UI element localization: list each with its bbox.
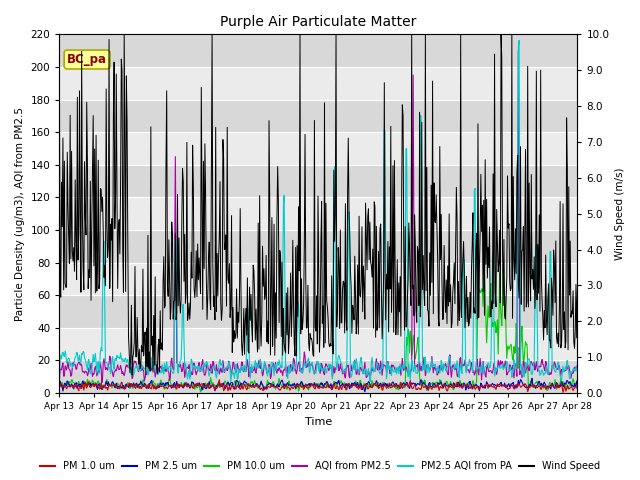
Bar <box>60 328 577 360</box>
Bar <box>60 67 577 99</box>
Bar <box>60 165 577 197</box>
Bar <box>60 99 577 132</box>
Legend: PM 1.0 um, PM 2.5 um, PM 10.0 um, AQI from PM2.5, PM2.5 AQI from PA, Wind Speed: PM 1.0 um, PM 2.5 um, PM 10.0 um, AQI fr… <box>36 457 604 475</box>
Y-axis label: Wind Speed (m/s): Wind Speed (m/s) <box>615 168 625 260</box>
Bar <box>60 35 577 67</box>
Bar <box>60 263 577 295</box>
Bar <box>60 360 577 393</box>
Bar <box>60 197 577 230</box>
Bar <box>60 132 577 165</box>
X-axis label: Time: Time <box>305 417 332 427</box>
Bar <box>60 230 577 263</box>
Y-axis label: Particle Density (ug/m3), AQI from PM2.5: Particle Density (ug/m3), AQI from PM2.5 <box>15 107 25 321</box>
Title: Purple Air Particulate Matter: Purple Air Particulate Matter <box>220 15 417 29</box>
Text: BC_pa: BC_pa <box>67 53 107 66</box>
Bar <box>60 295 577 328</box>
